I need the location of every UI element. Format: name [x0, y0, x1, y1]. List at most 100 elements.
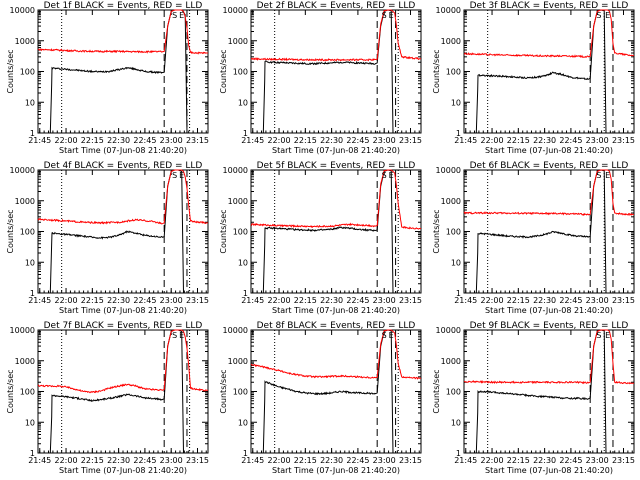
flare-marker-s: S [172, 11, 177, 20]
x-tick-label: 22:45 [559, 296, 582, 305]
x-tick-label: 21:45 [241, 136, 264, 145]
y-tick-label: 1000 [15, 357, 35, 366]
panel-5: Det 5f BLACK = Events, RED = LLD 1 10 100 10… [219, 161, 422, 315]
x-tick-label: 21:45 [454, 296, 477, 305]
events-rate-line [49, 9, 188, 134]
panel-4: Det 4f BLACK = Events, RED = LLD 1 10 100 10… [6, 161, 209, 315]
flare-marker-s: S [172, 331, 177, 340]
y-tick-label: 1000 [441, 357, 461, 366]
lld-rate-line [463, 9, 634, 59]
y-tick-label: 10000 [10, 166, 35, 175]
lld-rate-line [463, 169, 634, 217]
x-tick-label: 22:15 [81, 456, 104, 465]
panel-9: Det 9f BLACK = Events, RED = LLD 1 10 100 10… [432, 321, 635, 475]
y-tick-label: 10000 [223, 166, 248, 175]
x-tick-label: 22:00 [268, 136, 291, 145]
x-tick-label: 22:00 [55, 136, 78, 145]
x-tick-label: 21:45 [28, 136, 51, 145]
flare-marker-e: E [605, 11, 610, 20]
x-axis-label: Start Time (07-Jun-08 21:40:20) [485, 466, 613, 475]
y-tick-label: 1000 [441, 197, 461, 206]
flare-marker-s: S [382, 11, 387, 20]
flare-marker-e: E [605, 331, 610, 340]
events-rate-line [262, 329, 394, 454]
y-tick-label: 10 [25, 418, 35, 427]
y-tick-label: 1 [243, 449, 248, 458]
panel-title: Det 8f BLACK = Events, RED = LLD [257, 321, 416, 331]
x-tick-label: 23:00 [160, 456, 183, 465]
lld-rate-line [250, 329, 421, 380]
y-tick-label: 10 [451, 98, 461, 107]
x-axis-label: Start Time (07-Jun-08 21:40:20) [59, 146, 187, 155]
panel-title: Det 7f BLACK = Events, RED = LLD [44, 321, 203, 331]
events-rate-line [475, 169, 607, 294]
panel-7: Det 7f BLACK = Events, RED = LLD 1 10 100 10… [6, 321, 209, 475]
flare-marker-e: E [605, 171, 610, 180]
y-tick-label: 100 [446, 68, 461, 77]
y-tick-label: 100 [233, 68, 248, 77]
x-tick-label: 23:00 [373, 296, 396, 305]
panel-title: Det 9f BLACK = Events, RED = LLD [470, 321, 629, 331]
x-tick-label: 21:45 [241, 296, 264, 305]
x-tick-label: 21:45 [241, 456, 264, 465]
y-tick-label: 1000 [228, 197, 248, 206]
x-tick-label: 22:30 [533, 456, 556, 465]
y-tick-label: 10 [238, 418, 248, 427]
y-tick-label: 10 [451, 258, 461, 267]
events-rate-line [475, 9, 607, 134]
events-rate-line [262, 169, 394, 294]
y-tick-label: 1 [456, 449, 461, 458]
flare-marker-s: S [382, 171, 387, 180]
x-tick-label: 22:00 [268, 296, 291, 305]
x-axis-label: Start Time (07-Jun-08 21:40:20) [485, 306, 613, 315]
y-tick-label: 100 [233, 228, 248, 237]
x-tick-label: 21:45 [454, 136, 477, 145]
x-tick-label: 22:30 [107, 456, 130, 465]
flare-marker-e: E [389, 331, 394, 340]
x-tick-label: 23:00 [160, 296, 183, 305]
y-tick-label: 1 [243, 289, 248, 298]
x-tick-label: 22:30 [533, 136, 556, 145]
x-tick-label: 22:00 [481, 136, 504, 145]
panel-title: Det 3f BLACK = Events, RED = LLD [470, 1, 629, 11]
x-tick-label: 21:45 [28, 456, 51, 465]
events-rate-line [475, 329, 607, 454]
events-rate-line [49, 169, 184, 294]
y-tick-label: 10000 [223, 6, 248, 15]
x-tick-label: 23:15 [612, 296, 635, 305]
plot-frame [37, 9, 209, 134]
y-axis-label: Counts/sec [6, 209, 15, 253]
x-tick-label: 22:00 [268, 456, 291, 465]
flare-marker-s: S [596, 11, 601, 20]
y-axis-label: Counts/sec [6, 49, 15, 93]
y-axis-label: Counts/sec [432, 49, 441, 93]
x-tick-label: 22:30 [533, 296, 556, 305]
lld-rate-line [37, 329, 208, 394]
x-tick-label: 22:00 [55, 296, 78, 305]
x-tick-label: 21:45 [454, 456, 477, 465]
x-tick-label: 22:30 [107, 296, 130, 305]
x-axis-label: Start Time (07-Jun-08 21:40:20) [272, 466, 400, 475]
y-tick-label: 100 [446, 228, 461, 237]
lld-rate-line [37, 9, 208, 55]
y-axis-label: Counts/sec [219, 369, 228, 413]
x-axis-label: Start Time (07-Jun-08 21:40:20) [272, 146, 400, 155]
y-tick-label: 1000 [228, 37, 248, 46]
x-axis-label: Start Time (07-Jun-08 21:40:20) [272, 306, 400, 315]
x-tick-label: 23:15 [612, 456, 635, 465]
x-tick-label: 23:15 [186, 296, 209, 305]
y-tick-label: 1000 [15, 197, 35, 206]
y-tick-label: 10 [451, 418, 461, 427]
x-tick-label: 22:15 [294, 456, 317, 465]
x-tick-label: 23:00 [373, 136, 396, 145]
flare-marker-e: E [389, 11, 394, 20]
panel-2: Det 2f BLACK = Events, RED = LLD 1 10 100 10… [219, 1, 422, 155]
x-tick-label: 22:00 [55, 456, 78, 465]
panel-title: Det 2f BLACK = Events, RED = LLD [257, 1, 416, 11]
events-rate-line [49, 329, 184, 454]
x-tick-label: 22:30 [320, 136, 343, 145]
x-tick-label: 22:45 [133, 136, 156, 145]
flare-marker-s: S [172, 171, 177, 180]
x-tick-label: 22:00 [481, 296, 504, 305]
panel-title: Det 6f BLACK = Events, RED = LLD [470, 161, 629, 171]
